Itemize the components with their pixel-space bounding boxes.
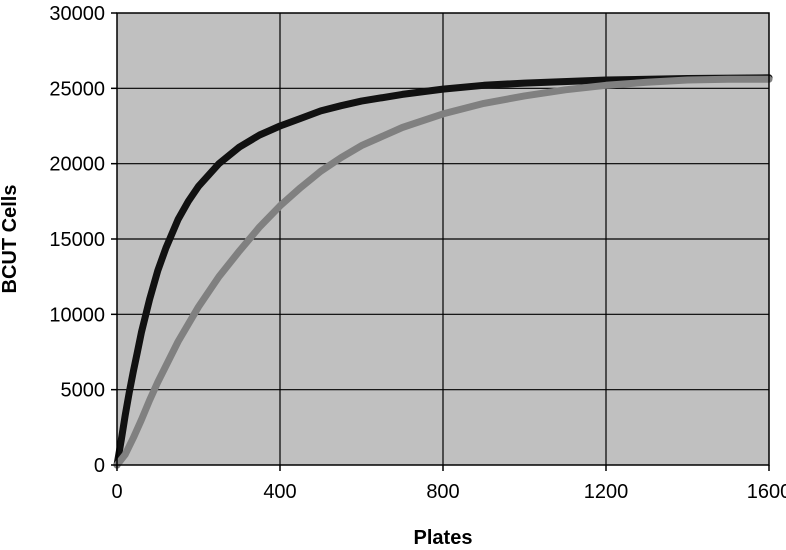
x-axis-ticks: 0 400 800 1200 1600 (111, 465, 786, 503)
x-tick-label-1: 400 (263, 481, 296, 503)
y-tick-label-1: 5000 (61, 380, 106, 402)
x-axis-title: Plates (414, 527, 473, 549)
y-tick-label-6: 30000 (49, 3, 105, 25)
y-axis-ticks: 0 5000 10000 15000 20000 25000 30000 (49, 3, 117, 477)
y-tick-label-5: 25000 (49, 78, 105, 100)
y-tick-label-2: 10000 (49, 304, 105, 326)
series-line-0 (113, 74, 773, 469)
series-line-1 (113, 75, 773, 469)
x-tick-label-0: 0 (111, 481, 122, 503)
y-axis-title: BCUT Cells (0, 185, 21, 294)
x-tick-label-4: 1600 (747, 481, 786, 503)
y-tick-label-4: 20000 (49, 154, 105, 176)
x-tick-label-3: 1200 (584, 481, 629, 503)
y-tick-label-0: 0 (94, 455, 105, 477)
y-tick-label-3: 15000 (49, 229, 105, 251)
series-group (113, 74, 773, 469)
x-tick-label-2: 800 (426, 481, 459, 503)
